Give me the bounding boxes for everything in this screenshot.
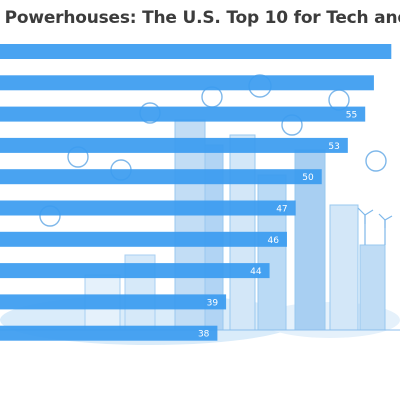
bar-value-label: 47 (276, 205, 287, 215)
bar (0, 106, 366, 122)
value-labels: 55 53 50 47 46 44 39 38 (198, 111, 357, 340)
bar (0, 231, 287, 247)
bar (0, 200, 296, 216)
bar-value-label: 39 (207, 298, 219, 308)
bar (0, 263, 270, 279)
bars (0, 44, 392, 341)
wind-turbine-icon (357, 207, 374, 245)
bar (0, 44, 392, 59)
bar (0, 325, 218, 341)
bar-value-label: 50 (302, 173, 314, 183)
bar (0, 294, 227, 310)
bar-value-label: 38 (198, 330, 210, 340)
bar-value-label: 46 (268, 236, 280, 246)
wind-turbines (357, 207, 393, 245)
bar (0, 75, 374, 91)
bar (0, 169, 322, 185)
bar-value-label: 44 (250, 267, 262, 277)
bar-value-label: 53 (328, 142, 339, 152)
bar (0, 137, 348, 153)
chart-title: y Powerhouses: The U.S. Top 10 for Tech … (0, 8, 400, 28)
bar-value-label: 55 (346, 111, 357, 121)
wind-turbine-icon (378, 213, 393, 245)
shield-icon (365, 150, 387, 172)
